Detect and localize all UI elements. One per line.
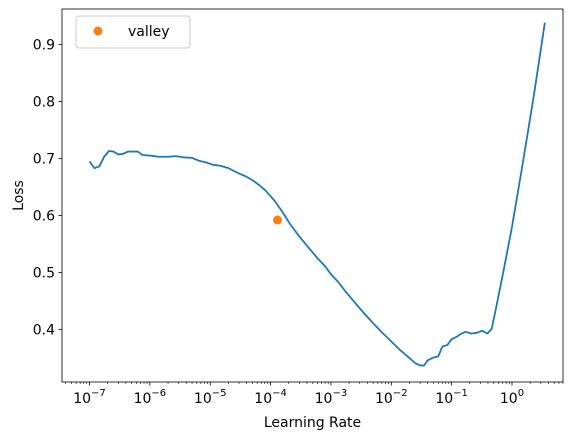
- x-tick-label: 10−1: [435, 388, 468, 407]
- x-tick-label: 10−2: [375, 388, 408, 407]
- x-tick-label: 10−7: [73, 388, 106, 407]
- series-group: [88, 22, 546, 367]
- y-axis-label: Loss: [11, 180, 27, 211]
- y-tick-label: 0.5: [33, 265, 55, 281]
- legend-marker-valley: [93, 26, 103, 36]
- x-tick-label: 10−5: [194, 388, 227, 407]
- marker-group: [272, 215, 282, 225]
- plot-frame: [61, 8, 564, 383]
- x-axis-ticks: 10−7 10−6 10−5 10−4 10−3 10−2 10−1 100: [73, 382, 524, 407]
- legend: valley: [75, 15, 191, 49]
- y-tick-label: 0.8: [33, 94, 55, 110]
- loss-curve-line: [88, 22, 546, 367]
- y-tick-label: 0.7: [33, 151, 55, 167]
- x-axis-minor-ticks: [65, 382, 564, 384]
- y-tick-label: 0.4: [33, 323, 55, 339]
- x-axis-label: Learning Rate: [264, 415, 361, 431]
- valley-point-marker: [272, 215, 282, 225]
- x-tick-label: 10−4: [254, 388, 287, 407]
- y-tick-label: 0.9: [33, 37, 55, 53]
- x-tick-label: 100: [500, 388, 524, 407]
- legend-label-valley: valley: [128, 24, 170, 40]
- x-tick-label: 10−6: [134, 388, 167, 407]
- y-axis-ticks: 0.4 0.5 0.6 0.7 0.8 0.9: [33, 37, 62, 339]
- x-tick-label: 10−3: [315, 388, 348, 407]
- legend-box: [75, 15, 191, 49]
- y-tick-label: 0.6: [33, 208, 55, 224]
